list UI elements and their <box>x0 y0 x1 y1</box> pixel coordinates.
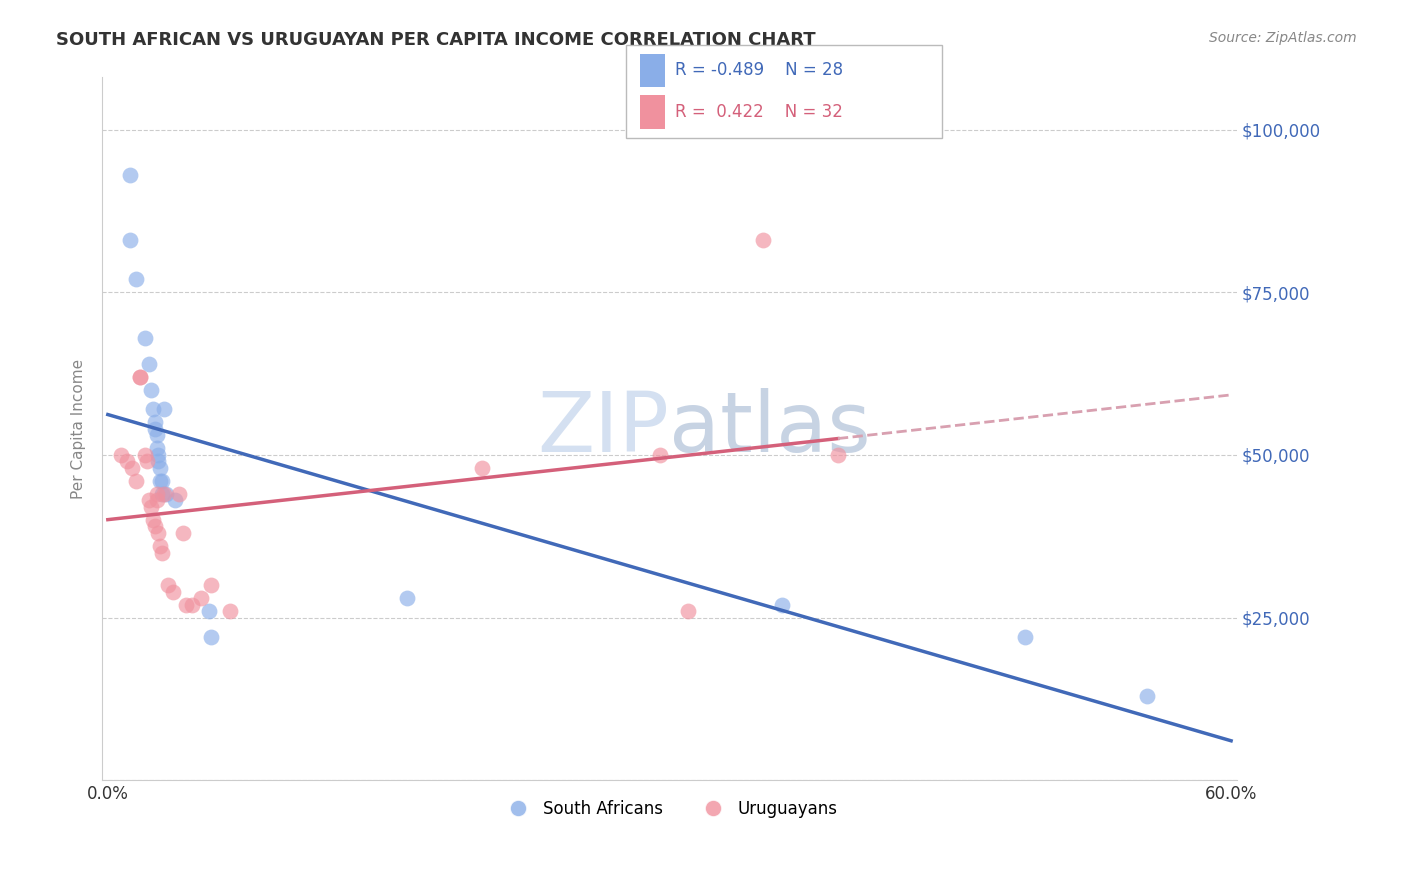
Text: Source: ZipAtlas.com: Source: ZipAtlas.com <box>1209 31 1357 45</box>
Point <box>148 448 170 462</box>
Point <box>396 591 419 605</box>
Point <box>153 487 176 501</box>
Point <box>150 474 173 488</box>
Point <box>200 578 222 592</box>
Point <box>125 474 148 488</box>
Text: SOUTH AFRICAN VS URUGUAYAN PER CAPITA INCOME CORRELATION CHART: SOUTH AFRICAN VS URUGUAYAN PER CAPITA IN… <box>56 31 815 49</box>
Point <box>138 357 160 371</box>
Point <box>167 487 190 501</box>
Point <box>165 493 187 508</box>
Text: R =  0.422    N = 32: R = 0.422 N = 32 <box>675 103 842 121</box>
Legend: South Africans, Uruguayans: South Africans, Uruguayans <box>495 793 845 825</box>
Point <box>162 584 184 599</box>
Point <box>153 402 176 417</box>
Point <box>471 461 494 475</box>
Point <box>648 448 671 462</box>
Point <box>149 539 172 553</box>
Point <box>142 513 165 527</box>
Point <box>150 545 173 559</box>
Point <box>120 168 142 182</box>
Point <box>134 331 156 345</box>
Point <box>136 454 159 468</box>
Point <box>770 598 793 612</box>
Point <box>120 233 142 247</box>
Y-axis label: Per Capita Income: Per Capita Income <box>72 359 86 499</box>
Point <box>148 454 170 468</box>
Point <box>155 487 177 501</box>
Point <box>110 448 132 462</box>
Point <box>143 416 166 430</box>
Point <box>134 448 156 462</box>
Point <box>150 487 173 501</box>
Point <box>128 369 150 384</box>
Point <box>1014 630 1036 644</box>
Point <box>139 383 162 397</box>
Point <box>827 448 849 462</box>
Point <box>128 369 150 384</box>
Point <box>148 526 170 541</box>
Point <box>143 519 166 533</box>
Point <box>190 591 212 605</box>
Text: R = -0.489    N = 28: R = -0.489 N = 28 <box>675 62 844 79</box>
Point <box>200 630 222 644</box>
Point <box>145 493 167 508</box>
Point <box>176 598 198 612</box>
Point <box>139 500 162 514</box>
Point <box>149 474 172 488</box>
Point <box>145 487 167 501</box>
Point <box>218 604 240 618</box>
Point <box>752 233 775 247</box>
Point <box>198 604 221 618</box>
Text: ZIP: ZIP <box>537 388 669 469</box>
Point <box>138 493 160 508</box>
Point <box>142 402 165 417</box>
Point <box>143 422 166 436</box>
Point <box>115 454 138 468</box>
Point <box>676 604 699 618</box>
Point <box>125 272 148 286</box>
Point <box>149 461 172 475</box>
Point <box>121 461 143 475</box>
Point <box>145 428 167 442</box>
Point <box>145 442 167 456</box>
Point <box>181 598 204 612</box>
Text: atlas: atlas <box>669 388 872 469</box>
Point <box>156 578 179 592</box>
Point <box>1136 689 1159 703</box>
Point <box>172 526 194 541</box>
